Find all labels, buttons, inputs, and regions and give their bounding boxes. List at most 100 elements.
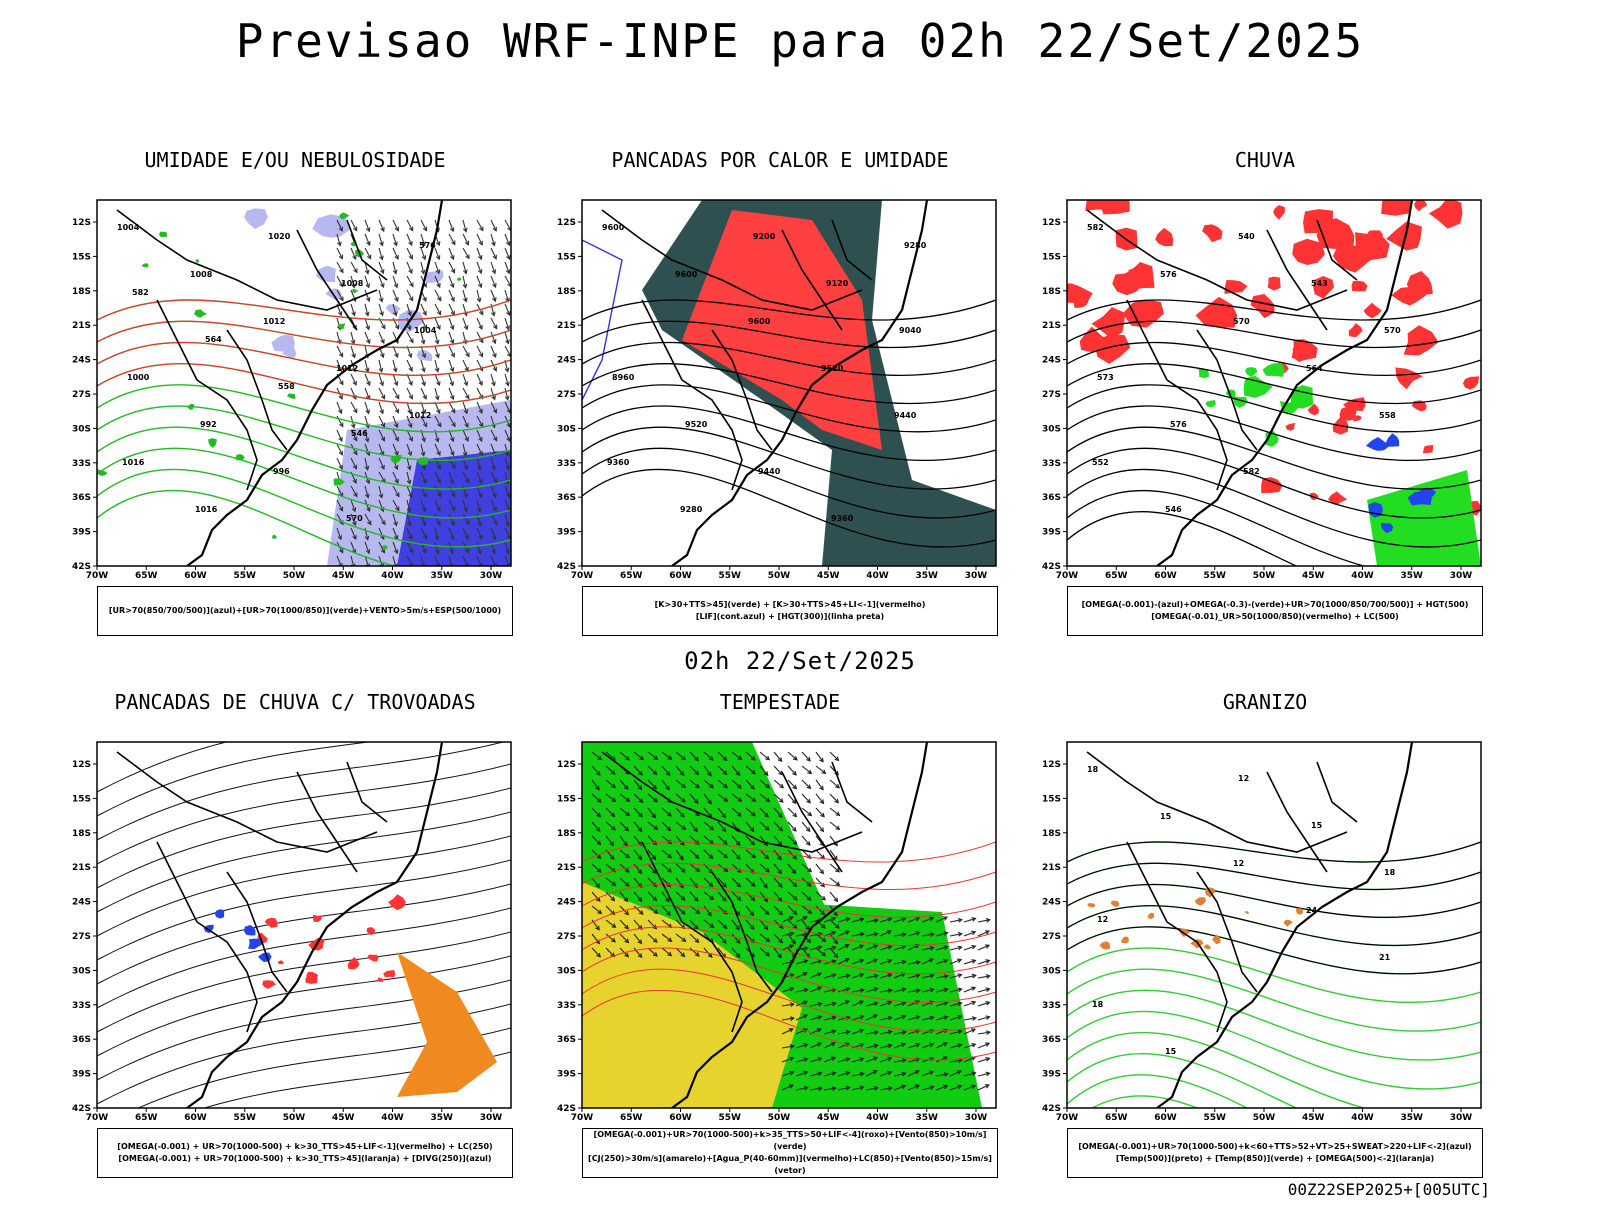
wind-vector — [865, 1030, 879, 1035]
wind-vector — [448, 289, 455, 302]
wind-vector — [661, 821, 672, 832]
border-line — [1126, 299, 1168, 381]
shaded-area — [366, 927, 376, 936]
wind-vector — [801, 821, 811, 833]
lat-tick-label: 33S — [72, 1001, 91, 1011]
wind-vector — [815, 807, 825, 818]
contour-label: 570 — [1233, 317, 1250, 326]
wind-vector — [378, 289, 384, 303]
contour-label: 9200 — [753, 232, 776, 241]
wind-vector — [462, 429, 469, 442]
lat-tick-label: 24S — [72, 898, 91, 908]
shaded-area — [1087, 903, 1096, 908]
shaded-area — [381, 545, 388, 551]
wind-vector — [420, 499, 427, 513]
lat-tick-label: 18S — [557, 829, 576, 839]
wind-vector — [350, 373, 357, 386]
legend-line: [OMEGA(-0.001)+UR>70(1000-500)+k>35_TTS>… — [593, 1130, 987, 1151]
wind-vector — [675, 807, 685, 818]
shaded-area — [262, 980, 276, 989]
wind-vector — [773, 765, 784, 776]
lon-tick-label: 60W — [669, 1113, 692, 1123]
temp500-contour — [1067, 862, 1481, 891]
wind-vector — [490, 345, 497, 359]
hgt-contour — [1067, 320, 1481, 349]
wind-vector — [591, 751, 603, 761]
wind-vector — [633, 905, 644, 915]
wind-vector — [661, 807, 672, 817]
shaded-area — [287, 393, 296, 399]
hgt-contour — [1067, 511, 1298, 566]
wind-vector — [801, 765, 813, 775]
border-line — [1086, 751, 1348, 853]
lat-tick-label: 21S — [72, 321, 91, 331]
wind-vector — [336, 527, 343, 541]
contour-label: 564 — [205, 335, 222, 344]
wind-vector — [605, 947, 616, 958]
lat-tick-label: 18S — [72, 829, 91, 839]
wind-vector — [829, 877, 841, 887]
contour-label: 1012 — [263, 317, 285, 326]
wind-vector — [787, 863, 797, 875]
shaded-area — [1204, 944, 1211, 950]
wind-vector — [689, 891, 699, 902]
contour-label: 1008 — [190, 270, 213, 279]
coastline — [1156, 742, 1414, 1108]
wind-vector — [476, 485, 483, 499]
shaded-area — [1291, 339, 1318, 361]
wind-vector — [406, 219, 414, 232]
contour-label: 576 — [1170, 420, 1187, 429]
border-line — [196, 921, 258, 1033]
wind-vector — [392, 513, 398, 527]
wind-vector — [378, 359, 384, 373]
lon-tick-label: 55W — [234, 571, 257, 581]
wind-vector — [787, 807, 798, 818]
shaded-area — [1179, 928, 1191, 937]
lon-tick-label: 30W — [480, 1113, 503, 1123]
wind-vector — [731, 877, 742, 888]
hgt-contour — [582, 341, 996, 376]
lat-tick-label: 42S — [72, 562, 91, 572]
wind-vector — [406, 233, 413, 247]
wind-vector — [815, 933, 827, 943]
panel-title: UMIDADE E/OU NEBULOSIDADE — [144, 148, 446, 172]
wind-vector — [717, 849, 729, 859]
wind-vector — [350, 247, 357, 261]
wind-vector — [837, 944, 850, 951]
wind-vector — [773, 821, 784, 832]
wind-vector — [823, 1042, 836, 1049]
wind-vector — [661, 947, 673, 957]
wind-vector — [448, 373, 455, 387]
wind-vector — [462, 275, 468, 289]
wind-vector — [893, 932, 907, 938]
wind-vector — [865, 1056, 879, 1063]
border-line — [601, 209, 863, 311]
shaded-area — [1202, 224, 1223, 243]
wind-vector — [448, 513, 455, 526]
wind-vector — [731, 779, 742, 789]
wind-vector — [689, 849, 700, 860]
shaded-area — [1198, 368, 1209, 379]
wind-vector — [893, 1058, 907, 1063]
wind-vector — [963, 1028, 977, 1035]
wind-vector — [963, 930, 977, 937]
wind-vector — [977, 1071, 991, 1077]
lon-tick-label: 40W — [1351, 1113, 1374, 1123]
wind-vector — [879, 988, 893, 994]
wind-vector — [476, 261, 483, 275]
wind-vector — [476, 317, 483, 331]
shaded-area — [1395, 367, 1423, 390]
wind-vector — [647, 933, 658, 943]
wind-vector — [504, 457, 510, 471]
wind-vector — [392, 429, 399, 442]
wind-vector — [448, 359, 455, 373]
lon-tick-label: 35W — [916, 1113, 939, 1123]
border-line — [1266, 229, 1328, 331]
wind-vector — [591, 765, 601, 776]
wind-vector — [591, 821, 601, 833]
wind-vector — [921, 932, 935, 937]
shaded-area — [1085, 200, 1114, 211]
panel-pancadas-calor: PANCADAS POR CALOR E UMIDADE 9600 9600 9600… — [540, 148, 1020, 668]
hgt-contour — [582, 320, 996, 349]
wind-vector — [504, 303, 511, 317]
